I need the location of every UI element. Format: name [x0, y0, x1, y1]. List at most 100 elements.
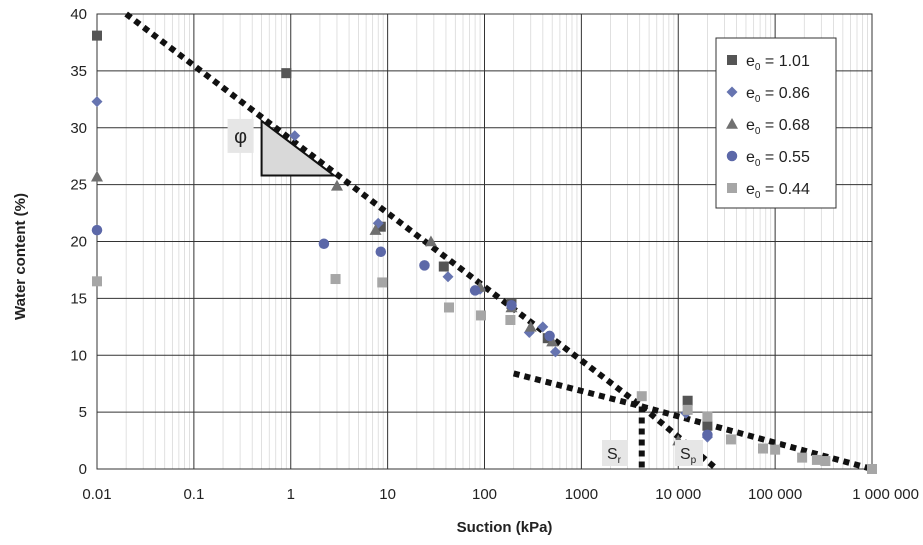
sr-label-sub: r	[618, 455, 622, 466]
legend-item: e0 = 0.86	[726, 85, 810, 105]
data-point	[424, 235, 437, 247]
data-point	[375, 221, 386, 232]
x-tick-label: 0.01	[82, 486, 111, 503]
data-point	[636, 391, 647, 402]
phi-label: φ	[234, 126, 247, 148]
legend-marker	[726, 86, 738, 98]
legend-item: e0 = 0.68	[726, 117, 810, 137]
data-point	[702, 429, 713, 441]
legend-marker	[727, 183, 737, 193]
sr-label-background	[602, 440, 628, 466]
data-point	[506, 299, 517, 311]
grid	[96, 13, 873, 470]
data-point	[475, 310, 486, 321]
data-point	[419, 260, 430, 271]
data-point	[546, 335, 559, 347]
data-point	[330, 274, 341, 285]
data-point	[682, 395, 693, 406]
y-tick-label: 15	[70, 290, 87, 307]
data-point	[811, 454, 822, 465]
sr-label-main: S	[607, 446, 618, 463]
data-point	[330, 179, 343, 191]
data-point	[505, 314, 516, 325]
legend-label: e0 = 0.86	[746, 85, 810, 105]
plot-area-frame	[96, 13, 873, 470]
legend-item: e0 = 1.01	[727, 53, 810, 73]
y-tick-label: 40	[70, 6, 87, 23]
legend-item: e0 = 0.44	[727, 181, 810, 201]
data-point	[702, 420, 713, 431]
data-point	[770, 444, 781, 455]
legend-item: e0 = 0.55	[726, 149, 810, 169]
x-axis-ticks: 0.01 0.1 1 10 100 1000 10 000 100 000 1 000 000	[82, 486, 919, 503]
y-tick-label: 20	[70, 234, 87, 251]
sp-label-main: S	[680, 446, 691, 463]
legend-box	[715, 37, 837, 209]
data-point	[289, 130, 301, 142]
data-point	[442, 271, 454, 283]
x-tick-label: 10 000	[655, 486, 701, 503]
slope-triangle-group	[260, 118, 338, 177]
data-point	[92, 30, 102, 41]
data-point	[820, 456, 831, 467]
legend-marker	[726, 150, 738, 162]
data-point	[91, 96, 103, 108]
legend: e0 = 1.01 e0 = 0.86 e0 = 0.68 e0 = 0.55 e0 =…	[715, 37, 837, 209]
x-axis-title: Suction (kPa)	[457, 519, 553, 536]
x-tick-label: 100 000	[748, 486, 802, 503]
slope-triangle	[260, 118, 338, 177]
x-tick-label: 1000	[565, 486, 598, 503]
x-tick-label: 10	[379, 486, 396, 503]
data-point	[758, 443, 769, 454]
fitted-line	[640, 403, 873, 472]
data-point	[682, 404, 693, 415]
phi-label-background	[227, 118, 254, 153]
data-point	[537, 321, 549, 333]
data-point	[524, 320, 537, 332]
data-point	[92, 276, 102, 287]
sp-label-sub: p	[691, 455, 697, 466]
y-tick-label: 5	[79, 404, 87, 421]
x-tick-label: 1	[287, 486, 295, 503]
y-tick-label: 35	[70, 63, 87, 80]
data-point	[377, 277, 388, 288]
data-point	[375, 246, 387, 257]
legend-label: e0 = 0.55	[746, 149, 810, 169]
y-tick-label: 30	[70, 120, 87, 137]
fitted-line	[512, 370, 643, 410]
data-point	[797, 452, 808, 463]
x-tick-label: 0.1	[183, 486, 204, 503]
data-points	[91, 30, 877, 474]
data-point	[369, 224, 382, 235]
fitted-line	[124, 11, 644, 409]
y-axis-ticks: 0 5 10 15 20 25 30 35 40	[70, 6, 87, 478]
legend-label: e0 = 1.01	[746, 53, 810, 73]
data-point	[91, 170, 103, 182]
sr-label: Sr	[607, 446, 622, 466]
data-point	[281, 68, 292, 79]
x-tick-label: 100	[472, 486, 497, 503]
legend-marker	[726, 118, 738, 129]
y-axis-title: Water content (%)	[12, 193, 29, 320]
y-tick-label: 10	[70, 347, 87, 364]
x-tick-label: 1 000 000	[852, 486, 919, 503]
data-point	[549, 346, 561, 358]
data-point	[443, 302, 454, 313]
data-point	[318, 238, 330, 250]
data-point	[438, 261, 449, 272]
legend-label: e0 = 0.68	[746, 117, 810, 137]
series-1	[92, 30, 713, 431]
sp-label: Sp	[680, 446, 697, 466]
data-point	[725, 434, 736, 445]
data-point	[544, 330, 555, 342]
data-point	[91, 224, 103, 236]
data-point	[702, 411, 713, 422]
legend-marker	[727, 55, 737, 65]
y-tick-label: 0	[79, 461, 87, 478]
sp-label-background	[675, 440, 703, 466]
data-point	[867, 464, 877, 474]
series-4	[91, 224, 713, 441]
legend-label: e0 = 0.44	[746, 181, 810, 201]
series-5	[92, 274, 877, 474]
